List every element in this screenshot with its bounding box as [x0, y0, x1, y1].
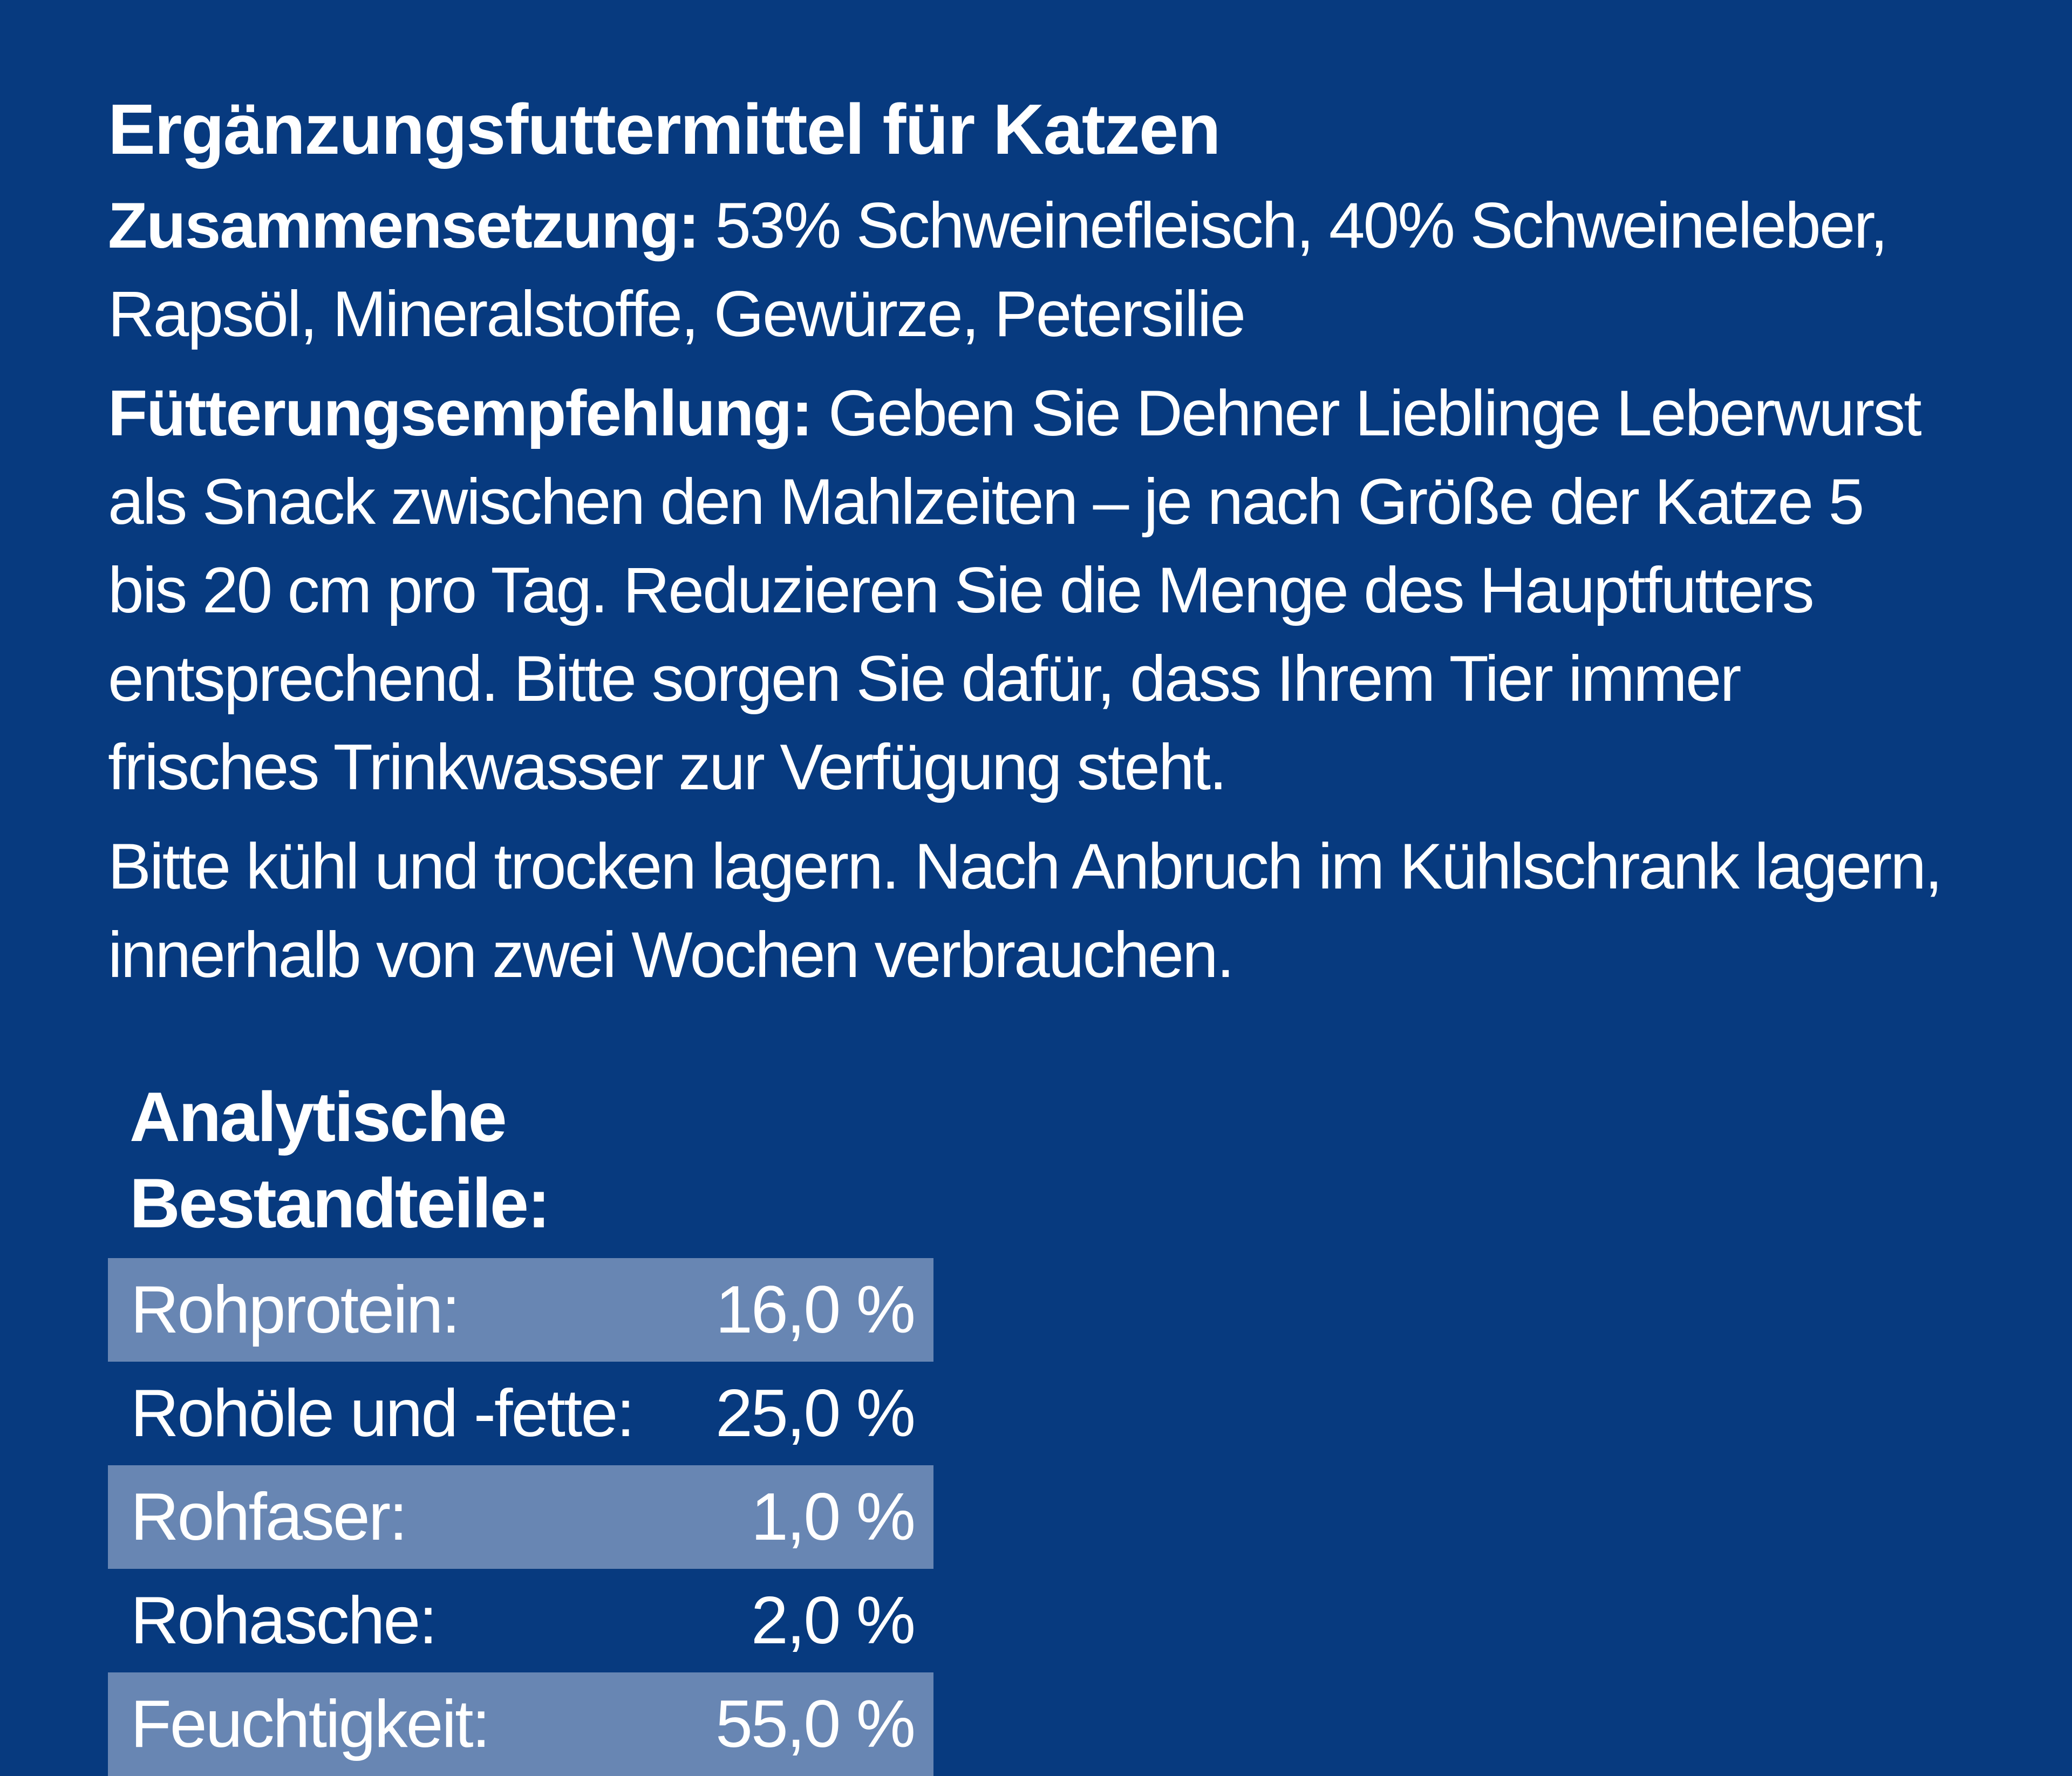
label-text-block: Ergänzungsfuttermittel für Katzen Zusamm… — [108, 86, 1953, 1010]
storage-paragraph: Bitte kühl und trocken lagern. Nach Anbr… — [108, 830, 1942, 991]
row-label: Feuchtigkeit: — [131, 1687, 490, 1761]
row-label: Rohasche: — [131, 1583, 438, 1658]
feeding-text: Geben Sie Dehner Lieblinge Leberwurst al… — [108, 377, 1922, 803]
row-label: Rohöle und -fette: — [131, 1376, 635, 1451]
row-value: 16,0 % — [715, 1273, 916, 1347]
composition-text: 53% Schweinefleisch, 40% Schweineleber, … — [108, 189, 1888, 350]
table-row: Rohfaser: 1,0 % — [108, 1465, 933, 1569]
feeding-label: Fütterungsempfehlung: — [108, 377, 813, 449]
product-type-heading: Ergänzungsfuttermittel für Katzen — [108, 90, 1221, 169]
row-label: Rohfaser: — [131, 1480, 408, 1554]
row-label: Rohprotein: — [131, 1273, 460, 1347]
analysis-table: Analytische Bestandteile: Rohprotein: 16… — [108, 1074, 933, 1776]
row-value: 25,0 % — [715, 1376, 916, 1451]
composition-label: Zusammensetzung: — [108, 189, 700, 262]
feeding-paragraph: Fütterungsempfehlung: Geben Sie Dehner L… — [108, 369, 1953, 811]
table-row: Rohprotein: 16,0 % — [108, 1258, 933, 1362]
composition-paragraph: Zusammensetzung: 53% Schweinefleisch, 40… — [108, 181, 1953, 358]
table-row: Rohasche: 2,0 % — [108, 1569, 933, 1672]
row-value: 1,0 % — [751, 1480, 916, 1554]
row-value: 55,0 % — [715, 1687, 916, 1761]
row-value: 2,0 % — [751, 1583, 916, 1658]
analysis-heading: Analytische Bestandteile: — [130, 1077, 550, 1242]
table-row: Rohöle und -fette: 25,0 % — [108, 1362, 933, 1465]
table-row: Feuchtigkeit: 55,0 % — [108, 1672, 933, 1776]
